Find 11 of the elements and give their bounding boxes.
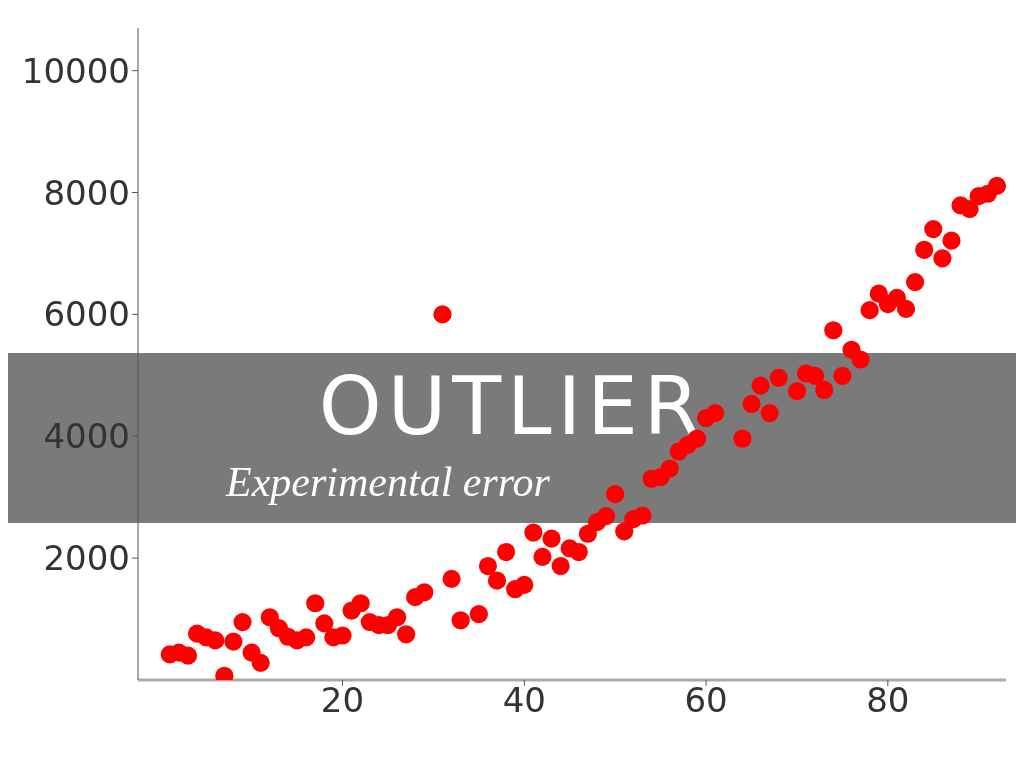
text: Experimental error [224,458,551,507]
y-tick-label: 2000 [43,538,130,579]
x-tick-label: 20 [320,680,365,721]
y-tick-label: 8000 [43,172,130,213]
x-tick-label: 80 [866,680,910,721]
y-tick-label: 10000 [21,50,130,91]
x-tick-label: 40 [502,680,546,721]
y-tick-label: 4000 [43,416,130,457]
x-tick-label: 60 [684,680,728,721]
y-tick-label: 6000 [43,294,130,335]
text: OUTLIER [318,360,706,453]
